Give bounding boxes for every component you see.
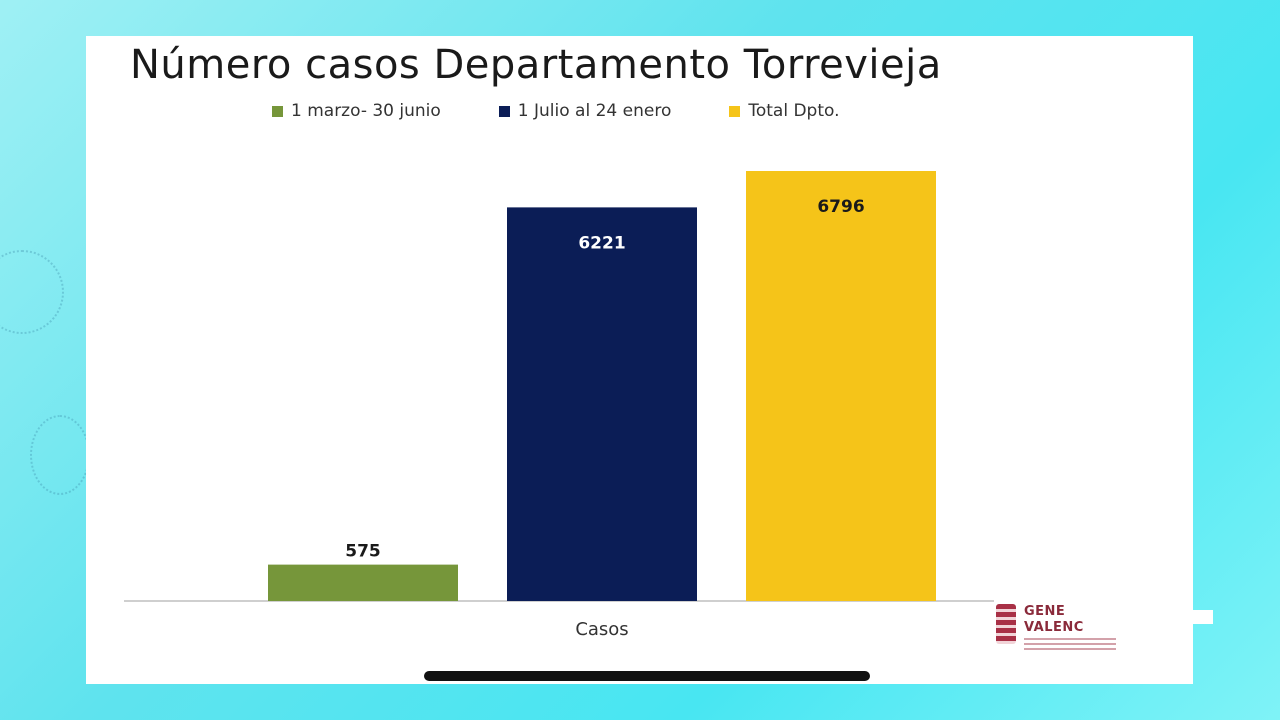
legend: 1 marzo- 30 junio 1 Julio al 24 enero To… xyxy=(272,101,898,121)
legend-swatch-2 xyxy=(498,105,510,117)
generalitat-logo: GENE VALENC xyxy=(996,602,1126,658)
legend-label-2: 1 Julio al 24 enero xyxy=(517,101,672,121)
logo-text-line2: VALENC xyxy=(1024,620,1084,635)
background-decoration xyxy=(30,415,90,495)
legend-swatch-3 xyxy=(729,105,741,117)
logo-text-line1: GENE xyxy=(1024,604,1066,619)
legend-swatch-1 xyxy=(272,105,283,117)
legend-item-2: 1 Julio al 24 enero xyxy=(498,101,672,121)
legend-label-1: 1 marzo- 30 junio xyxy=(291,101,441,121)
home-indicator[interactable] xyxy=(424,671,870,681)
legend-label-3: Total Dpto. xyxy=(748,101,840,121)
logo-subtext xyxy=(1024,638,1116,652)
bar-1 xyxy=(268,564,458,601)
data-label-2: 6221 xyxy=(578,233,625,253)
side-tab xyxy=(1193,610,1213,624)
coat-of-arms-icon xyxy=(996,604,1016,644)
slide: Número casos Departamento Torrevieja 1 m… xyxy=(86,36,1193,684)
chart-title: Número casos Departamento Torrevieja xyxy=(130,42,942,88)
data-label-1: 575 xyxy=(345,542,381,562)
bar-2 xyxy=(507,207,697,601)
background-decoration xyxy=(0,250,64,334)
bar-3 xyxy=(746,171,936,601)
data-label-3: 6796 xyxy=(817,197,864,217)
bar-chart: 575 6221 6796 Casos xyxy=(124,171,994,640)
x-tick-label-1: Casos xyxy=(575,619,628,640)
legend-item-3: Total Dpto. xyxy=(729,101,840,121)
legend-item-1: 1 marzo- 30 junio xyxy=(272,101,441,121)
logo-text: GENE VALENC xyxy=(1024,604,1084,636)
